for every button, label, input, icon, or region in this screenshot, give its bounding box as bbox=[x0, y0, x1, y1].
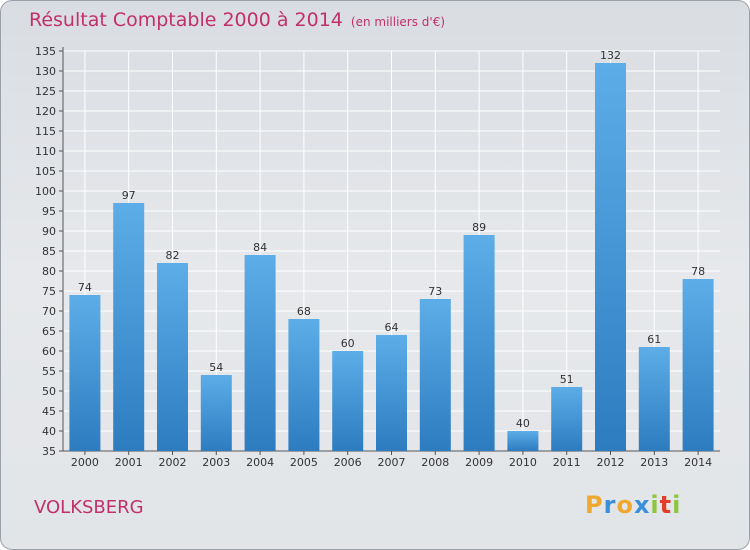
x-tick-label-2005: 2005 bbox=[290, 456, 318, 469]
chart-title: Résultat Comptable 2000 à 2014 (en millie… bbox=[29, 9, 445, 31]
logo-letter: t bbox=[659, 491, 673, 519]
y-tick-label: 130 bbox=[35, 65, 56, 78]
bar-2008 bbox=[419, 299, 451, 451]
y-tick-label: 65 bbox=[42, 325, 56, 338]
y-tick-label: 80 bbox=[42, 265, 56, 278]
x-tick-label-2004: 2004 bbox=[246, 456, 274, 469]
data-label-2010: 40 bbox=[516, 417, 530, 430]
bar-2002 bbox=[157, 263, 188, 451]
axis-layer: 35 40 45 50 55 60 65 70 75 80 85 90 95 100 105 110 115 12… bbox=[35, 45, 720, 469]
y-tick-label: 75 bbox=[42, 285, 56, 298]
x-tick-label-2007: 2007 bbox=[378, 456, 406, 469]
y-tick-label: 35 bbox=[42, 445, 56, 458]
bar-2014 bbox=[682, 279, 714, 451]
city-name: VOLKSBERG bbox=[34, 497, 144, 518]
data-label-2003: 54 bbox=[209, 361, 223, 374]
x-tick-label-2001: 2001 bbox=[115, 456, 143, 469]
data-label-2004: 84 bbox=[253, 241, 267, 254]
y-tick-label: 120 bbox=[35, 105, 56, 118]
x-tick-label-2014: 2014 bbox=[684, 456, 712, 469]
x-tick-label-2009: 2009 bbox=[465, 456, 493, 469]
x-tick-label-2003: 2003 bbox=[202, 456, 230, 469]
bar-2006 bbox=[332, 351, 364, 451]
y-tick-label: 45 bbox=[42, 405, 56, 418]
x-tick-label-2011: 2011 bbox=[553, 456, 581, 469]
bar-2003 bbox=[200, 375, 232, 451]
logo-letter: x bbox=[633, 491, 651, 519]
data-label-2008: 73 bbox=[428, 285, 442, 298]
y-tick-label: 50 bbox=[42, 385, 56, 398]
x-tick-label-2013: 2013 bbox=[640, 456, 668, 469]
bar-2011 bbox=[551, 387, 583, 451]
x-tick-label-2000: 2000 bbox=[71, 456, 99, 469]
data-label-2002: 82 bbox=[166, 249, 180, 262]
x-tick-label-2002: 2002 bbox=[159, 456, 187, 469]
bar-2009 bbox=[463, 235, 495, 451]
logo-letter: P bbox=[585, 491, 604, 519]
logo-letter: o bbox=[616, 491, 634, 519]
data-label-2007: 64 bbox=[385, 321, 399, 334]
logo-letter: i bbox=[650, 491, 660, 519]
bar-2000 bbox=[69, 295, 101, 451]
y-tick-label: 85 bbox=[42, 245, 56, 258]
x-tick-label-2006: 2006 bbox=[334, 456, 362, 469]
data-label-2012: 132 bbox=[600, 49, 621, 62]
x-tick-label-2010: 2010 bbox=[509, 456, 537, 469]
y-tick-label: 40 bbox=[42, 425, 56, 438]
y-tick-label: 95 bbox=[42, 205, 56, 218]
logo-letter: i bbox=[672, 491, 682, 519]
y-tick-label: 90 bbox=[42, 225, 56, 238]
y-tick-label: 135 bbox=[35, 45, 56, 58]
data-label-2005: 68 bbox=[297, 305, 311, 318]
data-label-2011: 51 bbox=[560, 373, 574, 386]
data-label-2013: 61 bbox=[647, 333, 661, 346]
label-layer: 74 97 82 54 84 68 60 64 73 89 40 51 132 61 78 bbox=[78, 49, 705, 430]
y-tick-label: 105 bbox=[35, 165, 56, 178]
chart-unit-text: (en milliers d'€) bbox=[350, 15, 446, 29]
data-label-2009: 89 bbox=[472, 221, 486, 234]
y-tick-label: 55 bbox=[42, 365, 56, 378]
bar-2012 bbox=[595, 63, 626, 451]
data-label-2006: 60 bbox=[341, 337, 355, 350]
bar-2005 bbox=[288, 319, 320, 451]
bar-2004 bbox=[244, 255, 276, 451]
logo-letter: r bbox=[603, 491, 617, 519]
bar-2001 bbox=[113, 203, 145, 451]
x-tick-label-2012: 2012 bbox=[597, 456, 625, 469]
bar-2007 bbox=[376, 335, 407, 451]
bar-2010 bbox=[507, 431, 539, 451]
y-tick-label: 110 bbox=[35, 145, 56, 158]
y-tick-label: 70 bbox=[42, 305, 56, 318]
y-tick-label: 100 bbox=[35, 185, 56, 198]
y-tick-label: 125 bbox=[35, 85, 56, 98]
data-label-2014: 78 bbox=[691, 265, 705, 278]
x-tick-label-2008: 2008 bbox=[421, 456, 449, 469]
y-tick-label: 115 bbox=[35, 125, 56, 138]
bar-layer bbox=[69, 63, 714, 451]
proxiti-logo: Proxiti bbox=[585, 491, 681, 519]
data-label-2001: 97 bbox=[122, 189, 136, 202]
chart-title-text: Résultat Comptable 2000 à 2014 bbox=[29, 9, 343, 31]
bar-2013 bbox=[638, 347, 670, 451]
data-label-2000: 74 bbox=[78, 281, 92, 294]
y-tick-label: 60 bbox=[42, 345, 56, 358]
